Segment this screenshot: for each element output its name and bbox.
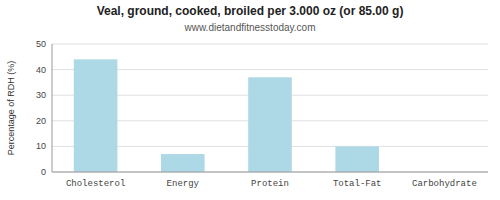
x-axis	[52, 172, 488, 173]
grid-line	[52, 44, 488, 45]
bars	[74, 59, 379, 172]
x-tick-label: Protein	[251, 179, 289, 189]
y-tick-label: 50	[36, 39, 46, 49]
x-tick-label: Energy	[167, 179, 200, 189]
bar	[335, 146, 379, 172]
subtitle: www.dietandfitnesstoday.com	[184, 22, 316, 33]
bar	[248, 77, 292, 172]
y-tick-label: 30	[36, 90, 46, 100]
chart: Veal, ground, cooked, broiled per 3.000 …	[0, 0, 500, 200]
y-tick-label: 20	[36, 116, 46, 126]
y-tick-label: 40	[36, 65, 46, 75]
y-tick-label: 0	[41, 167, 46, 177]
grid-line	[52, 172, 488, 173]
y-tick-label: 10	[36, 141, 46, 151]
x-tick-label: Carbohydrate	[412, 179, 477, 189]
bar	[74, 59, 118, 172]
x-tick-label: Total-Fat	[333, 179, 382, 189]
grid	[52, 44, 488, 172]
y-axis	[52, 44, 53, 172]
x-tick-label: Cholesterol	[66, 179, 125, 189]
title: Veal, ground, cooked, broiled per 3.000 …	[97, 4, 404, 18]
bar	[161, 154, 205, 172]
y-axis-label: Percentage of RDH (%)	[6, 61, 16, 156]
chart-container: Veal, ground, cooked, broiled per 3.000 …	[0, 0, 500, 200]
